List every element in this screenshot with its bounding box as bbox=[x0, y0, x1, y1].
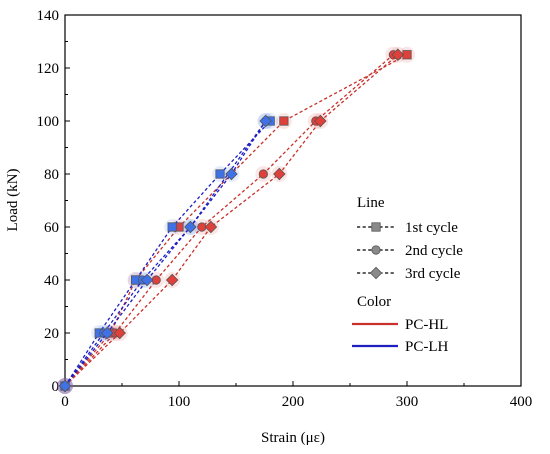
series-pc-hl-circle bbox=[57, 46, 402, 394]
y-tick-label: 100 bbox=[37, 114, 60, 130]
legend-item-circle: 2nd cycle bbox=[357, 243, 463, 259]
legend-item-square: 1st cycle bbox=[357, 220, 458, 236]
data-point-diamond bbox=[391, 48, 405, 61]
data-point-diamond bbox=[100, 326, 114, 340]
legend-item-pc-lh: PC-LH bbox=[352, 339, 449, 355]
legend-item-diamond: 3rd cycle bbox=[357, 266, 461, 282]
data-point-square bbox=[279, 116, 289, 126]
y-tick-label: 80 bbox=[44, 167, 59, 183]
legend-color-label: PC-LH bbox=[405, 339, 449, 355]
data-point-diamond bbox=[140, 273, 154, 287]
y-tick-label: 0 bbox=[52, 379, 60, 395]
legend-line-label: 3rd cycle bbox=[405, 266, 461, 282]
legend-color-title: Color bbox=[357, 294, 391, 310]
series-line bbox=[64, 120, 267, 387]
x-tick-label: 400 bbox=[510, 394, 533, 410]
data-point-diamond bbox=[259, 114, 272, 128]
legend-line-items: 1st cycle 2nd cycle 3rd cycle bbox=[357, 220, 463, 282]
x-tick-label: 300 bbox=[396, 394, 419, 410]
data-point-diamond bbox=[204, 220, 218, 234]
data-point-square bbox=[371, 222, 381, 232]
series-pc-hl-diamond bbox=[57, 46, 406, 394]
series-line bbox=[64, 120, 267, 387]
series-layer bbox=[57, 46, 415, 394]
data-point-diamond bbox=[113, 326, 126, 340]
data-point-diamond bbox=[58, 379, 72, 393]
series-pc-lh-circle bbox=[57, 113, 274, 394]
plot-frame bbox=[64, 14, 522, 387]
y-tick-label: 140 bbox=[37, 8, 60, 24]
data-point-diamond bbox=[184, 220, 197, 234]
data-point-square bbox=[215, 169, 225, 179]
y-tick-label: 60 bbox=[44, 220, 59, 236]
plot-area bbox=[64, 14, 522, 387]
axis-ticks: 0 100 200 300 400 0 20 40 60 80 100 120 140 bbox=[37, 8, 533, 410]
series-pc-lh-diamond bbox=[57, 113, 274, 394]
x-tick-label: 100 bbox=[168, 394, 191, 410]
data-point-square bbox=[167, 222, 177, 232]
series-line bbox=[64, 120, 271, 387]
legend: Line 1st cycle 2nd cycle 3rd cycle Color P… bbox=[352, 195, 463, 355]
data-point-diamond bbox=[165, 273, 179, 287]
x-axis-label: Strain (με) bbox=[261, 430, 325, 446]
x-tick-label: 0 bbox=[61, 394, 69, 410]
legend-line-title: Line bbox=[357, 195, 385, 211]
legend-color-items: PC-HL PC-LH bbox=[352, 317, 449, 355]
legend-color-label: PC-HL bbox=[405, 317, 448, 333]
y-tick-label: 40 bbox=[44, 273, 59, 289]
legend-item-pc-hl: PC-HL bbox=[352, 317, 448, 333]
data-point-circle bbox=[371, 245, 381, 255]
legend-line-label: 1st cycle bbox=[405, 220, 458, 236]
data-point-diamond bbox=[273, 167, 286, 181]
data-point-circle bbox=[258, 169, 268, 179]
data-point-diamond bbox=[314, 114, 327, 128]
data-point-diamond bbox=[225, 167, 238, 181]
data-point-diamond bbox=[369, 266, 383, 280]
x-tick-label: 200 bbox=[282, 394, 305, 410]
y-axis-label: Load (kN) bbox=[5, 169, 21, 232]
y-tick-label: 120 bbox=[37, 61, 60, 77]
series-line bbox=[64, 54, 408, 387]
y-tick-label: 20 bbox=[44, 326, 59, 342]
series-pc-lh-square bbox=[57, 113, 279, 394]
legend-line-label: 2nd cycle bbox=[405, 243, 463, 259]
